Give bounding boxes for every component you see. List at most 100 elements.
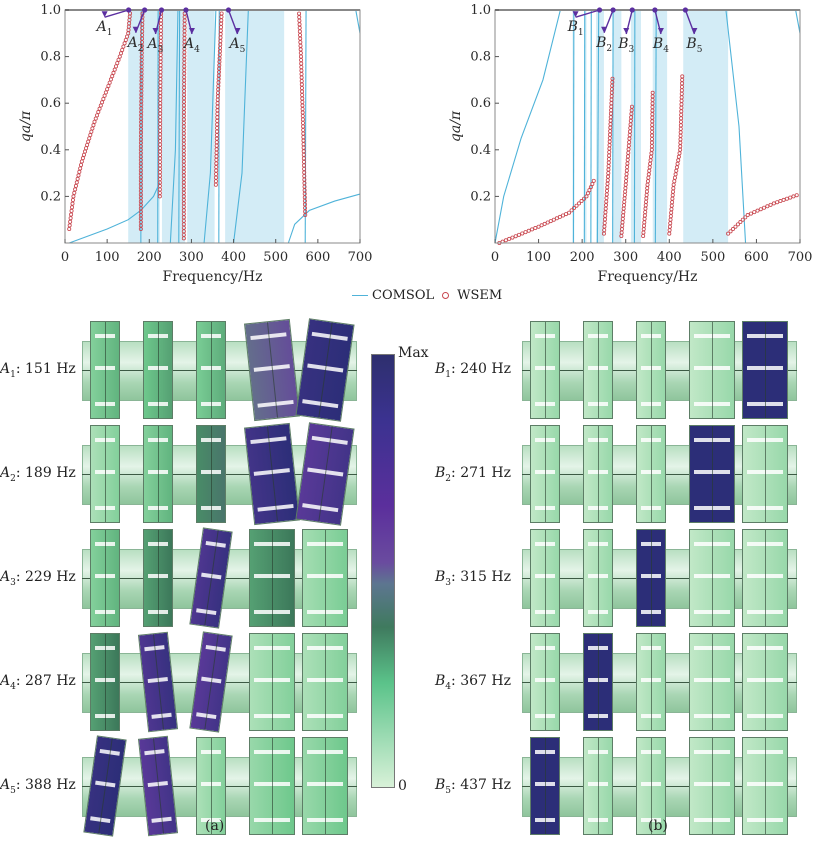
wsem-point — [766, 205, 769, 208]
shaft-mode-shape — [522, 315, 797, 425]
wsem-point — [622, 204, 625, 207]
wsem-point — [621, 217, 624, 220]
wsem-point — [77, 174, 80, 177]
wsem-point — [647, 176, 650, 179]
y-axis-label: qa/π — [18, 110, 34, 142]
ring-divider — [158, 426, 159, 522]
wsem-point — [648, 169, 651, 172]
ring-divider — [545, 426, 546, 522]
wsem-point — [86, 143, 89, 146]
resonator-ring — [196, 321, 226, 419]
wsem-point — [669, 215, 672, 218]
wsem-point — [669, 218, 672, 221]
resonator-ring — [583, 425, 613, 523]
wsem-point — [608, 133, 611, 136]
wsem-point — [214, 173, 217, 176]
wsem-point — [795, 194, 798, 197]
annotation-subscript: 4 — [663, 45, 669, 55]
resonator-ring — [742, 425, 788, 523]
resonator-ring — [583, 633, 613, 731]
x-tick-label: 0 — [491, 250, 499, 265]
annotation-marker — [142, 7, 147, 12]
resonator-ring — [689, 737, 735, 835]
resonator-ring — [742, 321, 788, 419]
wsem-point — [680, 113, 683, 116]
mode-label: B1: 240 Hz — [435, 361, 522, 380]
wsem-point — [300, 83, 303, 86]
resonator-ring — [244, 423, 300, 525]
wsem-point — [605, 200, 608, 203]
resonator-ring — [138, 632, 178, 733]
ring-divider — [105, 426, 106, 522]
wsem-point — [673, 176, 676, 179]
annotation-arrow — [105, 10, 129, 17]
wsem-point — [301, 104, 304, 107]
wsem-point — [298, 23, 301, 26]
wsem-point — [301, 121, 304, 124]
wsem-point — [300, 72, 303, 75]
annotation-subscript: 4 — [194, 45, 200, 55]
mode-symbol: A — [0, 673, 10, 689]
ring-divider — [598, 426, 599, 522]
wsem-point — [622, 210, 625, 213]
ring-divider — [765, 530, 766, 626]
wsem-point — [527, 229, 530, 232]
mode-label: A5: 388 Hz — [0, 777, 82, 796]
wsem-point — [645, 190, 648, 193]
wsem-point — [626, 165, 629, 168]
wsem-point — [300, 69, 303, 72]
wsem-point — [214, 176, 217, 179]
wsem-point — [679, 127, 682, 130]
wsem-point — [622, 214, 625, 217]
wsem-point — [606, 186, 609, 189]
wsem-point — [677, 159, 680, 162]
wsem-point — [524, 231, 527, 234]
resonator-ring — [196, 425, 226, 523]
wsem-point — [625, 176, 628, 179]
wsem-point — [301, 100, 304, 103]
wsem-point — [608, 151, 611, 154]
caption-b: (b) — [648, 818, 668, 834]
wsem-point — [71, 198, 74, 201]
mode-label: B3: 315 Hz — [435, 569, 522, 588]
x-tick-label: 600 — [744, 250, 769, 265]
annotation-subscript: 3 — [629, 45, 635, 55]
wsem-point — [89, 133, 92, 136]
wsem-point — [530, 228, 533, 231]
wsem-point — [680, 103, 683, 106]
wsem-point — [302, 150, 305, 153]
wsem-point — [646, 180, 649, 183]
wsem-point — [644, 200, 647, 203]
annotation-marker — [597, 7, 602, 12]
mode-row: A4: 287 Hz — [0, 627, 357, 737]
x-axis-label: Frequency/Hz — [162, 269, 262, 285]
wsem-point — [302, 132, 305, 135]
resonator-ring — [742, 529, 788, 627]
annotation-subscript: 1 — [107, 28, 113, 38]
wsem-point — [668, 229, 671, 232]
wsem-point — [647, 173, 650, 176]
wsem-point — [95, 114, 98, 117]
resonator-ring — [636, 633, 666, 731]
colorbar-min-label: 0 — [398, 778, 407, 794]
mode-label: A3: 229 Hz — [0, 569, 82, 588]
wsem-point — [643, 217, 646, 220]
wsem-point — [82, 153, 85, 156]
wsem-point — [112, 71, 115, 74]
y-tick-label: 1.0 — [40, 3, 61, 18]
wsem-point — [623, 193, 626, 196]
wsem-point — [88, 137, 91, 140]
wsem-point — [301, 111, 304, 114]
wsem-point — [104, 91, 107, 94]
wsem-point — [93, 120, 96, 123]
wsem-point — [648, 166, 651, 169]
resonator-ring — [143, 425, 173, 523]
wsem-point — [216, 123, 219, 126]
wsem-point — [75, 181, 78, 184]
resonator-ring — [90, 529, 120, 627]
wsem-point — [215, 144, 218, 147]
wsem-point — [215, 169, 218, 172]
wsem-point — [74, 188, 77, 191]
wsem-point — [626, 155, 629, 158]
